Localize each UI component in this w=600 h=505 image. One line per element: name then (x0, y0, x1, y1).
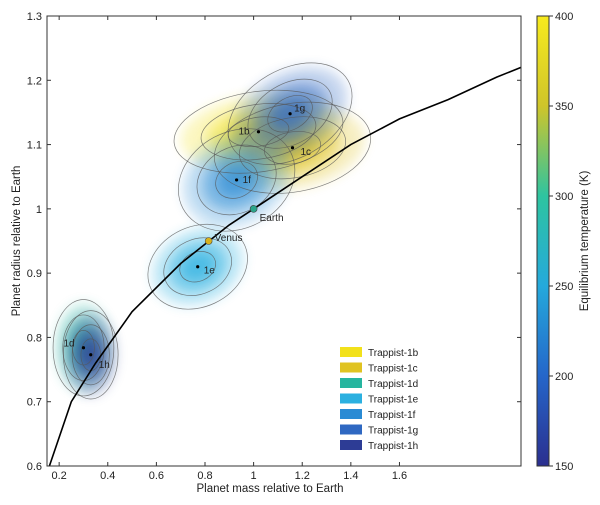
colorbar-tick-label: 200 (555, 371, 573, 383)
contour-1c (213, 101, 372, 194)
label-1d: 1d (63, 339, 74, 350)
legend-label: Trappist-1e (368, 395, 419, 406)
legend-swatch (340, 347, 362, 357)
y-tick-label: 0.9 (27, 268, 42, 280)
x-axis-title: Planet mass relative to Earth (196, 483, 343, 495)
y-tick-label: 1.3 (27, 11, 42, 23)
colorbar-tick-label: 300 (555, 191, 573, 203)
legend-swatch (340, 362, 362, 373)
x-axis-ticks: 0.2 0.4 0.6 0.8 1 1.2 1.4 1.6 (52, 16, 407, 482)
x-tick-label: 1 (251, 470, 257, 482)
ref-label-earth: Earth (260, 213, 284, 224)
point-1e (196, 265, 200, 269)
ref-point-earth (249, 205, 258, 213)
ref-point-venus (204, 237, 213, 245)
label-1f: 1f (243, 175, 252, 186)
legend-swatch (340, 440, 362, 450)
x-tick-label: 0.8 (197, 470, 212, 482)
colorbar-tick-label: 350 (555, 101, 573, 113)
colorbar-tick-label: 400 (555, 11, 573, 23)
legend-swatch (340, 424, 362, 435)
legend-label: Trappist-1b (368, 348, 419, 359)
contour-1g (227, 62, 353, 165)
legend-swatch (340, 393, 362, 404)
legend-swatch (340, 409, 362, 419)
colorbar (536, 15, 550, 467)
x-tick-label: 1.2 (295, 470, 310, 482)
point-1d (81, 346, 86, 350)
label-1b: 1b (238, 127, 250, 138)
colorbar-title: Equilibrium temperature (K) (579, 171, 591, 312)
y-axis-ticks: 0.6 0.7 0.8 0.9 1 1.1 1.2 1.3 (27, 11, 521, 473)
reference-points: Earth Venus (204, 205, 284, 245)
y-axis-title: Planet radius relative to Earth (11, 166, 23, 317)
legend-label: Trappist-1h (368, 441, 418, 452)
plot-frame (46, 15, 522, 467)
y-tick-label: 0.7 (27, 397, 42, 409)
y-tick-label: 1.1 (27, 140, 42, 152)
point-1f (235, 178, 239, 182)
legend-swatch (340, 378, 362, 388)
point-1c (290, 146, 295, 150)
label-1e: 1e (204, 266, 216, 277)
ref-label-venus: Venus (215, 233, 243, 244)
legend-label: Trappist-1g (368, 426, 418, 437)
colorbar-tick-label: 150 (555, 461, 573, 473)
colorbar-tick-label: 250 (555, 281, 573, 293)
legend-label: Trappist-1d (368, 379, 418, 390)
label-1c: 1c (301, 147, 312, 158)
planet-points: 1b 1c 1d 1e 1f 1g 1h (63, 104, 311, 371)
x-tick-label: 0.6 (149, 470, 164, 482)
x-tick-label: 1.6 (392, 470, 407, 482)
x-tick-label: 0.4 (100, 470, 115, 482)
y-tick-label: 1.2 (27, 75, 42, 87)
x-tick-label: 1.4 (343, 470, 358, 482)
y-tick-label: 0.6 (27, 461, 42, 473)
probability-contours (52, 62, 372, 400)
legend-label: Trappist-1c (368, 364, 418, 375)
legend: Trappist-1b Trappist-1c Trappist-1d Trappis… (340, 347, 419, 452)
point-1g (288, 112, 292, 116)
x-tick-label: 0.2 (52, 470, 67, 482)
y-tick-label: 0.8 (27, 332, 42, 344)
legend-label: Trappist-1f (368, 410, 416, 421)
point-1b (256, 130, 261, 134)
contour-1d (52, 299, 115, 397)
contour-1e (147, 223, 248, 310)
colorbar-ticks: 150 200 250 300 350 400 (549, 11, 573, 473)
label-1g: 1g (294, 104, 305, 115)
y-tick-label: 1 (36, 204, 42, 216)
point-1h (89, 353, 93, 357)
label-1h: 1h (99, 360, 110, 371)
